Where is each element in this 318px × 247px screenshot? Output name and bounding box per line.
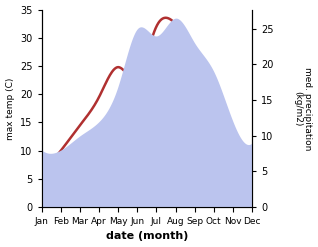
X-axis label: date (month): date (month) xyxy=(106,231,188,242)
Y-axis label: med. precipitation
(kg/m2): med. precipitation (kg/m2) xyxy=(293,67,313,150)
Y-axis label: max temp (C): max temp (C) xyxy=(5,77,15,140)
